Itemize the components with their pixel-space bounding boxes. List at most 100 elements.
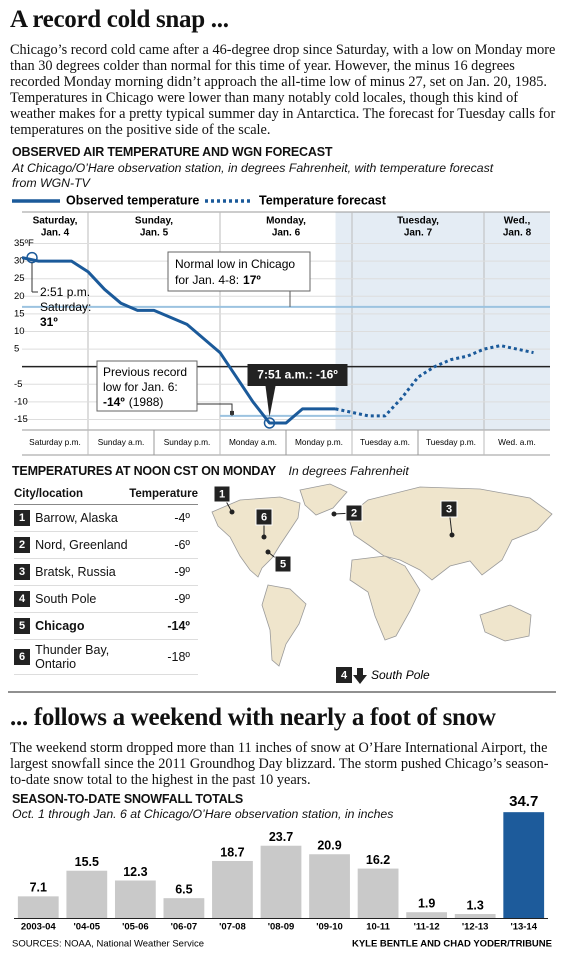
chart-subtitle: At Chicago/O’Hare observation station, i… xyxy=(12,161,494,190)
annotation-box xyxy=(247,364,348,386)
x-tick-label: '04-05 xyxy=(74,922,101,933)
map-marker-label: 2 xyxy=(351,507,357,519)
table-row: 5 Chicago -14º xyxy=(14,612,198,640)
map-marker xyxy=(213,485,231,503)
table-row: 3 Bratsk, Russia -9º xyxy=(14,558,198,586)
table-cell: -9º xyxy=(129,558,198,586)
day-label: Jan. 6 xyxy=(272,228,301,239)
x-tick-label: '12-13 xyxy=(462,922,489,933)
annotation-box xyxy=(167,251,311,292)
annotation-text: low for Jan. 6: xyxy=(103,380,178,394)
x-tick-label: '09-10 xyxy=(316,922,343,933)
south-arrow xyxy=(353,668,367,684)
x-tick-label: Wed. a.m. xyxy=(498,437,536,447)
value-label: 23.7 xyxy=(269,830,293,844)
bar xyxy=(114,880,156,918)
annotation-box xyxy=(96,360,198,412)
map-point xyxy=(265,549,271,555)
row-number: 2 xyxy=(14,537,30,553)
row-number: 1 xyxy=(14,510,30,526)
annotation-text: Previous record xyxy=(103,365,187,379)
map-marker-label: 4 xyxy=(341,669,348,681)
map-marker-label: 1 xyxy=(219,488,225,500)
day-label: Sunday, xyxy=(135,216,173,227)
table-row: 4 South Pole -9º xyxy=(14,585,198,613)
table-cell: -9º xyxy=(129,585,198,613)
row-number: 3 xyxy=(14,564,30,580)
column-header: City/location xyxy=(14,488,130,505)
row-number: 6 xyxy=(14,649,30,665)
forecast-shading xyxy=(335,212,550,430)
x-tick-label: 2003-04 xyxy=(21,922,57,933)
section-text: The weekend storm dropped more than 11 i… xyxy=(10,740,549,788)
value-label: 7.1 xyxy=(30,881,47,895)
x-tick-label: '08-09 xyxy=(268,922,295,933)
y-tick-label: 5 xyxy=(14,344,19,355)
day-label: Jan. 7 xyxy=(404,228,433,239)
intro-text: Chicago’s record cold came after a 46-de… xyxy=(10,42,556,138)
day-label: Jan. 5 xyxy=(140,228,169,239)
y-tick-label: 20 xyxy=(14,291,25,302)
y-tick-label: -5 xyxy=(14,379,22,390)
annotation-value: 7:51 a.m.: -16º xyxy=(257,368,338,382)
bar xyxy=(503,812,545,918)
table-subtitle: In degrees Fahrenheit xyxy=(288,464,409,478)
map-marker xyxy=(440,500,458,518)
value-label: 6.5 xyxy=(175,882,192,896)
annotation-value: 31º xyxy=(40,315,58,329)
land-shape xyxy=(299,483,348,516)
x-tick-label: '05-06 xyxy=(122,922,149,933)
table-cell: 1 xyxy=(14,504,36,532)
x-tick-label: '11-12 xyxy=(414,922,440,933)
value-label: 1.9 xyxy=(418,897,435,911)
value-label: 18.7 xyxy=(220,845,244,859)
table-cell: Barrow, Alaska xyxy=(35,504,130,532)
land-shape xyxy=(261,584,307,667)
map-marker xyxy=(345,504,363,522)
x-tick-label: Tuesday a.m. xyxy=(360,437,410,447)
temperature-table: City/location Temperature 1 Barrow, Alask… xyxy=(14,488,198,675)
map-point xyxy=(449,532,455,538)
value-label: 1.3 xyxy=(466,898,483,912)
chart-subtitle: Oct. 1 through Jan. 6 at Chicago/O’Hare … xyxy=(12,807,394,821)
value-label: 15.5 xyxy=(75,855,99,869)
y-tick-label: 25 xyxy=(14,273,25,284)
bar xyxy=(163,898,205,918)
table-cell: -4º xyxy=(129,504,198,532)
x-tick-label: Sunday a.m. xyxy=(98,437,145,447)
day-label: Wed., xyxy=(504,216,531,227)
table-cell: -14º xyxy=(129,612,198,640)
x-tick-label: '13-14 xyxy=(510,922,537,933)
legend-label: Observed temperature xyxy=(66,193,199,207)
table-cell: Thunder Bay, Ontario xyxy=(35,639,130,675)
y-tick-label: 30 xyxy=(14,256,25,267)
day-label: Jan. 8 xyxy=(503,228,532,239)
chart-title: OBSERVED AIR TEMPERATURE AND WGN FORECAS… xyxy=(12,145,333,159)
x-tick-label: 10-11 xyxy=(366,922,390,933)
bar xyxy=(309,854,350,918)
map-marker-label: 3 xyxy=(446,503,452,515)
bar xyxy=(357,868,399,918)
table-cell: -6º xyxy=(129,531,198,559)
headline: A record cold snap ... xyxy=(10,6,229,33)
annotation-text: Normal low in Chicago xyxy=(175,257,295,271)
map-marker xyxy=(336,667,352,683)
table-cell: Bratsk, Russia xyxy=(35,558,130,586)
table-cell: 2 xyxy=(14,531,36,559)
table-cell: 4 xyxy=(14,585,36,613)
land-shape xyxy=(349,555,421,641)
x-tick-label: Tuesday p.m. xyxy=(426,437,476,447)
footer-credit: KYLE BENTLE AND CHAD YODER/TRIBUNE xyxy=(352,939,552,950)
annotation-text: (1988) xyxy=(129,395,164,409)
bar xyxy=(260,845,302,918)
table-cell: 6 xyxy=(14,639,36,675)
table-cell: South Pole xyxy=(35,585,130,613)
annotation-value: -14º xyxy=(103,395,125,409)
day-label: Saturday, xyxy=(33,216,78,227)
map-point xyxy=(331,511,337,517)
bar xyxy=(17,896,59,918)
row-number: 4 xyxy=(14,591,30,607)
y-tick-label: 35ºF xyxy=(14,238,34,249)
